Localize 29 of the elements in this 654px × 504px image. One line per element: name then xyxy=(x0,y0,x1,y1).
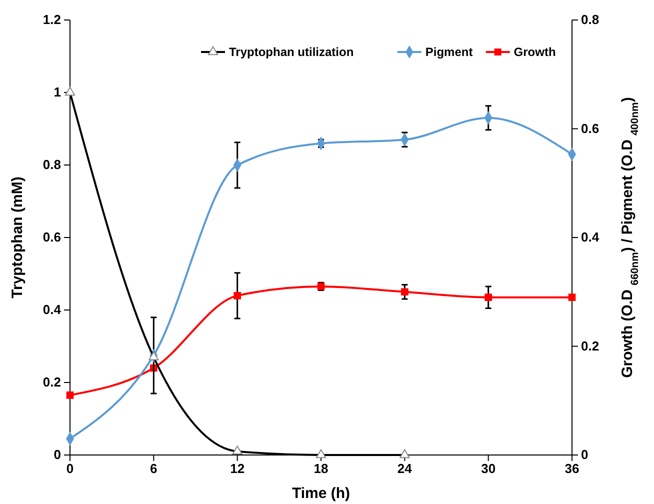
point xyxy=(234,292,241,300)
x-axis-title: Time (h) xyxy=(292,485,350,502)
x-tick-label: 30 xyxy=(481,461,496,476)
legend-label: Pigment xyxy=(425,45,473,59)
x-tick-label: 6 xyxy=(150,461,158,476)
y-tick-label: 1 xyxy=(54,84,61,100)
x-tick-label: 18 xyxy=(314,461,328,476)
x-tick-label: 0 xyxy=(66,461,74,476)
y-tick-label: 0.2 xyxy=(42,374,61,390)
point xyxy=(401,288,408,296)
y-tick-label: 0.8 xyxy=(42,157,61,172)
y2-tick-label: 0 xyxy=(581,447,588,462)
y2-tick-label: 0.2 xyxy=(581,338,600,354)
legend-label: Tryptophan utilization xyxy=(229,45,354,59)
x-tick-label: 24 xyxy=(397,461,413,476)
point xyxy=(484,294,492,301)
point xyxy=(66,392,74,399)
y-axis-title: Tryptophan (mM) xyxy=(9,176,26,298)
y-tick-label: 0.6 xyxy=(42,230,61,245)
x-tick-label: 12 xyxy=(230,461,245,476)
y-tick-label: 0.4 xyxy=(42,302,62,318)
x-tick-label: 36 xyxy=(564,461,580,476)
y2-tick-label: 0.6 xyxy=(581,120,600,136)
y2-tick-label: 0.4 xyxy=(581,230,600,245)
y-tick-label: 1.2 xyxy=(42,12,61,28)
y2-tick-label: 0.8 xyxy=(581,12,600,28)
legend-label: Growth xyxy=(514,45,556,59)
y-tick-label: 0 xyxy=(54,447,61,462)
point xyxy=(568,294,576,301)
